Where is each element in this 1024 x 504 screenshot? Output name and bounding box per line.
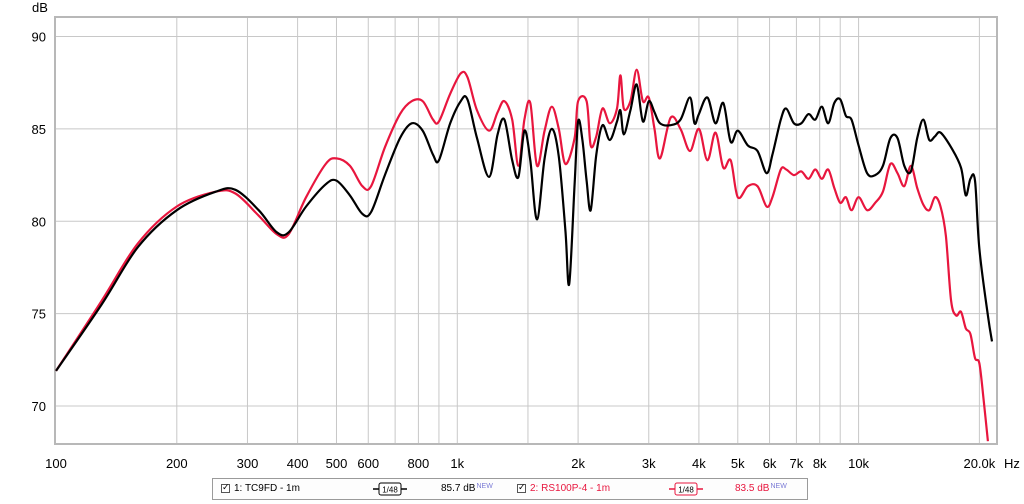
- series-2-new-tag: NEW: [770, 483, 787, 490]
- x-tick-label: 400: [287, 456, 309, 471]
- legend-item-tc9fd: ✓ 1: TC9FD - 1m: [221, 483, 300, 494]
- series-curves: [55, 68, 994, 442]
- x-tick-label: 600: [357, 456, 379, 471]
- series-2-smoothing-icon[interactable]: 1/48: [669, 482, 703, 496]
- series-1-label: 1: TC9FD - 1m: [234, 483, 300, 494]
- series-2-level: 83.5 dBNEW: [735, 483, 787, 494]
- series-2-level-value: 83.5 dB: [735, 483, 770, 494]
- y-gridlines: [56, 35, 996, 407]
- y-tick-label: 90: [32, 29, 46, 44]
- y-tick-label: 80: [32, 214, 46, 229]
- plot-area: [54, 16, 998, 445]
- x-tick-label: 100: [45, 456, 67, 471]
- x-tick-label: 8k: [813, 456, 827, 471]
- frequency-response-chart: 100 200 300 400 500 600 800 1k 2k 3k 4k 5k 6k 7k 8k 10k…: [32, 0, 1020, 471]
- y-unit-label: dB: [32, 0, 48, 15]
- series-1-new-tag: NEW: [476, 483, 493, 490]
- series-1-level: 85.7 dBNEW: [441, 483, 493, 494]
- x-tick-label: 1k: [450, 456, 464, 471]
- x-tick-labels: 100 200 300 400 500 600 800 1k 2k 3k 4k 5k 6k 7k 8k 10k…: [45, 456, 996, 471]
- x-gridlines: [176, 18, 980, 443]
- x-tick-label: 800: [408, 456, 430, 471]
- x-tick-label: 4k: [692, 456, 706, 471]
- x-tick-label: 300: [237, 456, 259, 471]
- series-2-line: [55, 68, 989, 442]
- legend-item-rs100p: ✓ 2: RS100P-4 - 1m: [517, 483, 610, 494]
- x-tick-label: 500: [326, 456, 348, 471]
- x-tick-label: 7k: [790, 456, 804, 471]
- series-2-visibility-checkbox[interactable]: ✓: [517, 483, 526, 493]
- y-tick-label: 75: [32, 307, 46, 322]
- series-1-smoothing-label: 1/48: [382, 486, 398, 495]
- series-1-line: [55, 83, 994, 372]
- x-tick-label: 6k: [763, 456, 777, 471]
- series-2-label: 2: RS100P-4 - 1m: [530, 483, 611, 494]
- x-tick-label: 10k: [848, 456, 869, 471]
- y-tick-label: 70: [32, 399, 46, 414]
- x-tick-label: 2k: [571, 456, 585, 471]
- legend: ✓ 1: TC9FD - 1m 1/48 85.7 dBNEW ✓ 2: RS1…: [212, 478, 808, 500]
- x-tick-label: 200: [166, 456, 188, 471]
- x-unit-label: Hz: [1004, 456, 1020, 471]
- x-tick-label: 20.0k: [963, 456, 995, 471]
- y-tick-label: 85: [32, 122, 46, 137]
- x-tick-label: 5k: [731, 456, 745, 471]
- series-1-visibility-checkbox[interactable]: ✓: [221, 483, 230, 493]
- x-tick-label: 3k: [642, 456, 656, 471]
- series-1-smoothing-icon[interactable]: 1/48: [373, 482, 407, 496]
- y-tick-labels: 70 75 80 85 90: [32, 29, 46, 414]
- series-2-smoothing-label: 1/48: [678, 486, 694, 495]
- series-1-level-value: 85.7 dB: [441, 483, 476, 494]
